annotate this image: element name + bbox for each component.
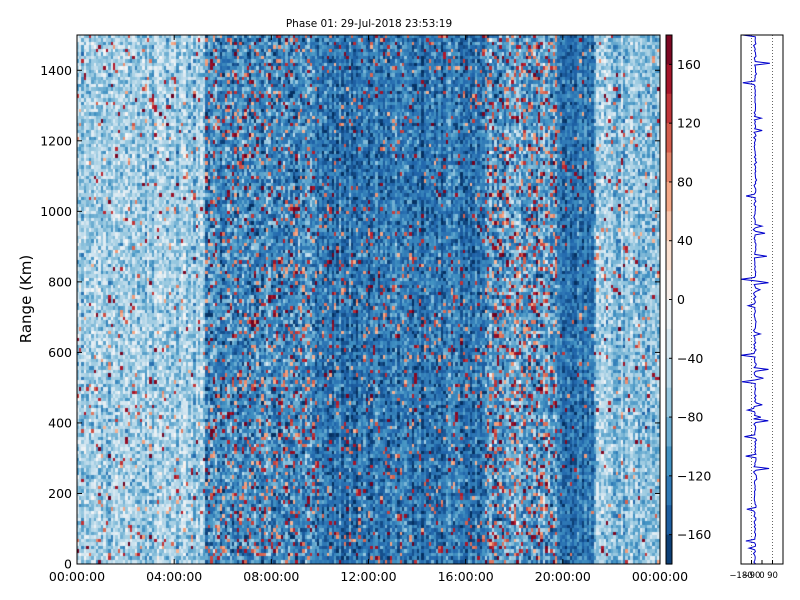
- profile-panel: −180−900 90: [729, 34, 784, 581]
- y-tick-label: 1400: [40, 63, 72, 78]
- colorbar-tick-label: 160: [677, 57, 701, 72]
- y-tick-label: 200: [48, 486, 72, 501]
- colorbar-segment: [666, 152, 672, 183]
- profile-x-tick-label: −90: [743, 571, 761, 581]
- y-tick-label: 1200: [40, 133, 72, 148]
- x-tick-label: 20:00:00: [535, 569, 591, 584]
- colorbar-tick-label: −40: [677, 351, 703, 366]
- profile-x-tick-label: 0: [759, 571, 764, 581]
- x-tick-label: 04:00:00: [146, 569, 202, 584]
- colorbar-segment: [666, 35, 672, 65]
- colorbar-tick-label: 40: [677, 233, 693, 248]
- x-axis: 00:00:00 04:00:00 08:00:00 12:00:00 16:00:00…: [49, 35, 688, 584]
- profile-x-tick-label: −180: [729, 571, 752, 581]
- colorbar-segment: [666, 240, 672, 271]
- colorbar-segment: [666, 417, 672, 448]
- x-tick-label: 00:00:00: [632, 569, 688, 584]
- colorbar: 160 120 80 40 0 −40 −80 −120 −160: [665, 34, 711, 565]
- colorbar-segment: [666, 328, 672, 359]
- colorbar-segment: [666, 211, 672, 242]
- heatmap-image: [77, 35, 660, 564]
- colorbar-segment: [666, 534, 672, 565]
- colorbar-tick-label: 120: [677, 116, 701, 131]
- colorbar-segment: [666, 64, 672, 95]
- colorbar-segment: [666, 505, 672, 536]
- chart-title: Phase 01: 29-Jul-2018 23:53:19: [286, 18, 452, 30]
- colorbar-segment: [666, 123, 672, 154]
- colorbar-tick-label: −120: [677, 468, 711, 483]
- profile-x-tick-label: 90: [767, 571, 778, 581]
- profile-frame: [740, 34, 784, 565]
- colorbar-segment: [666, 387, 672, 418]
- x-tick-label: 12:00:00: [340, 569, 396, 584]
- colorbar-tick-label: 80: [677, 174, 693, 189]
- y-tick-label: 800: [48, 274, 72, 289]
- y-axis: 0 200 400 600 800 1000 1200 1400: [40, 63, 660, 572]
- y-tick-label: 600: [48, 345, 72, 360]
- colorbar-segment: [666, 181, 672, 212]
- y-tick-label: 0: [64, 557, 72, 572]
- x-tick-label: 00:00:00: [49, 569, 105, 584]
- profile-line: [740, 34, 770, 565]
- colorbar-segment: [666, 299, 672, 330]
- colorbar-segment: [666, 446, 672, 477]
- y-axis-label: Range (Km): [17, 255, 35, 343]
- colorbar-tick-label: −80: [677, 410, 703, 425]
- colorbar-tick-label: 0: [677, 292, 685, 307]
- colorbar-segment: [666, 93, 672, 124]
- colorbar-segment: [666, 475, 672, 506]
- colorbar-segment: [666, 358, 672, 389]
- y-tick-label: 400: [48, 415, 72, 430]
- colorbar-tick-label: −160: [677, 527, 711, 542]
- heatmap-cells: [77, 35, 660, 564]
- colorbar-segment: [666, 270, 672, 301]
- y-tick-label: 1000: [40, 204, 72, 219]
- x-tick-label: 08:00:00: [243, 569, 299, 584]
- x-tick-label: 16:00:00: [438, 569, 494, 584]
